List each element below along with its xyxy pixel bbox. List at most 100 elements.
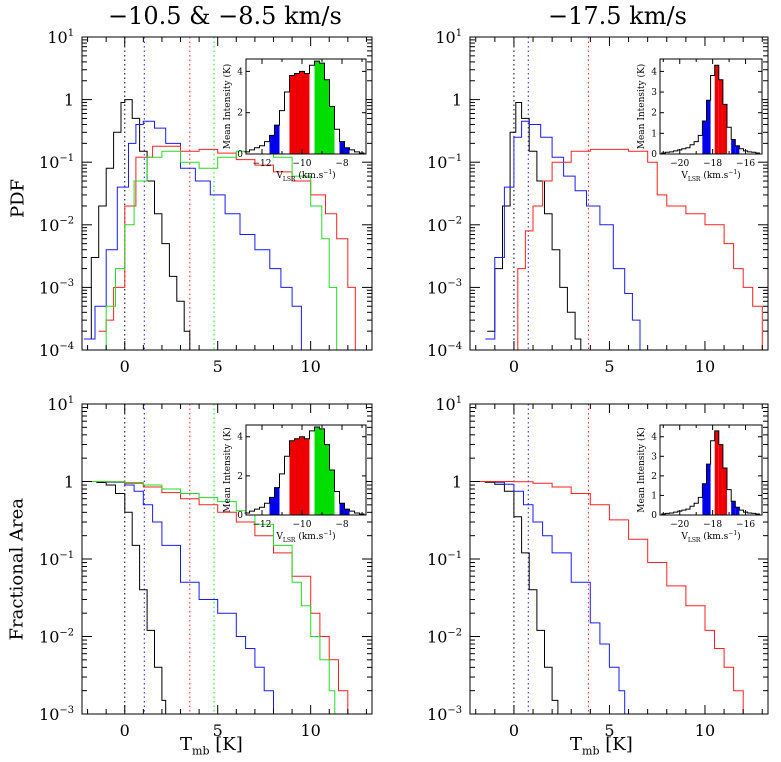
inset-bar-inset_blue bbox=[702, 483, 707, 515]
inset-y-tick-label: 2 bbox=[237, 472, 243, 482]
series-blue bbox=[83, 120, 302, 350]
inset-frac_right: −20 −18 −16 0 1 2 3 4 VLSR (km.s−1) Mean Intensit… bbox=[636, 424, 763, 544]
y-tick-label: 10−2 bbox=[39, 216, 74, 235]
y-tick-label: 10−1 bbox=[39, 550, 74, 569]
y-tick-label: 1 bbox=[64, 473, 74, 492]
x-tick-label: 0 bbox=[120, 721, 130, 740]
inset-bar-inset_blue bbox=[731, 139, 736, 154]
inset-x-tick-label: −12 bbox=[253, 520, 272, 530]
xlabel-left-main: T bbox=[180, 734, 193, 755]
series-black bbox=[471, 481, 559, 714]
inset-bar-inset_red bbox=[299, 71, 305, 154]
xlabel-right-sub: mb bbox=[582, 744, 600, 758]
x-tick-label: 5 bbox=[604, 357, 614, 376]
y-tick-label: 10−2 bbox=[427, 627, 462, 646]
series-black bbox=[83, 481, 167, 714]
inset-bar-inset_blue bbox=[274, 487, 280, 515]
inset-bar-inset_red bbox=[304, 438, 310, 515]
inset-bar-inset_red bbox=[294, 438, 300, 515]
x-tick-label: 5 bbox=[213, 357, 223, 376]
inset-bar-inset_blue bbox=[339, 503, 345, 515]
inset-bar-inset_blue bbox=[344, 509, 350, 515]
y-tick-label: 1 bbox=[64, 91, 74, 110]
inset-xlabel: VLSR (km.s−1) bbox=[680, 169, 740, 183]
inset-ylabel: Mean Intensity (K) bbox=[636, 64, 647, 149]
xlabel-left-sub: mb bbox=[192, 744, 210, 758]
inset-bar-inset_red bbox=[718, 79, 723, 154]
inset-x-tick-label: −12 bbox=[253, 159, 272, 169]
inset-bar-inset_blue bbox=[702, 120, 707, 154]
inset-y-tick-label: 3 bbox=[651, 452, 657, 462]
inset-y-tick-label: 2 bbox=[237, 109, 243, 119]
xlabel-right-main: T bbox=[570, 734, 583, 755]
inset-bar-inset_blue bbox=[731, 501, 736, 515]
inset-histogram-outline bbox=[661, 430, 760, 515]
inset-xlabel: VLSR (km.s−1) bbox=[680, 530, 740, 544]
inset-bar-inset_green bbox=[324, 79, 330, 154]
series-blue bbox=[471, 481, 626, 714]
inset-y-tick-label: 4 bbox=[651, 433, 657, 443]
inset-x-tick-label: −18 bbox=[703, 159, 722, 169]
inset-bar-inset_green bbox=[314, 426, 320, 515]
y-tick-label: 10−1 bbox=[427, 550, 462, 569]
inset-y-tick-label: 1 bbox=[651, 491, 657, 501]
inset-frame bbox=[245, 424, 367, 516]
inset-bar-inset_blue bbox=[344, 147, 350, 154]
panel-frac_left: 0 5 10 10−3 10−2 10−1 1 101 −12 −10 −8 0 2 4 VLSR (km.… bbox=[39, 395, 373, 740]
x-tick-label: 0 bbox=[509, 721, 519, 740]
inset-bar-inset_green bbox=[319, 428, 325, 515]
panel-pdf_right: 0 5 10 10−4 10−3 10−2 10−1 1 101 −20 −18 −16 0 1 2 3 4 VL… bbox=[427, 28, 769, 376]
y-tick-label: 10−4 bbox=[39, 341, 74, 360]
x-tick-label: 10 bbox=[695, 721, 715, 740]
x-tick-label: 5 bbox=[604, 721, 614, 740]
inset-y-tick-label: 1 bbox=[651, 129, 657, 139]
inset-y-tick-label: 4 bbox=[237, 67, 243, 77]
y-tick-label: 10−3 bbox=[39, 278, 74, 297]
inset-y-tick-label: 2 bbox=[651, 472, 657, 482]
inset-histogram-outline bbox=[244, 60, 365, 154]
inset-bar-inset_green bbox=[329, 470, 335, 515]
y-tick-label: 1 bbox=[452, 91, 462, 110]
inset-ylabel: Mean Intensity (K) bbox=[222, 64, 233, 149]
y-tick-label: 10−3 bbox=[427, 705, 462, 724]
inset-frame bbox=[659, 58, 763, 155]
inset-bar-inset_blue bbox=[735, 507, 740, 515]
y-tick-label: 10−4 bbox=[427, 341, 462, 360]
xlabel-left-unit: [K] bbox=[209, 734, 243, 755]
inset-histogram-outline bbox=[661, 64, 760, 154]
x-tick-label: 10 bbox=[300, 357, 320, 376]
series-blue bbox=[485, 120, 641, 350]
inset-bar-inset_green bbox=[329, 106, 335, 154]
x-tick-label: 10 bbox=[300, 721, 320, 740]
inset-bar-inset_red bbox=[714, 65, 719, 154]
inset-bar-inset_red bbox=[722, 468, 728, 515]
xlabel-left: Tmb [K] bbox=[180, 734, 243, 758]
inset-bar-inset_green bbox=[319, 63, 325, 155]
inset-frac_left: −12 −10 −8 0 2 4 VLSR (km.s−1) Mean Intensity (… bbox=[222, 424, 367, 544]
inset-bar-inset_blue bbox=[269, 497, 275, 515]
inset-histogram-outline bbox=[244, 426, 365, 515]
inset-x-tick-label: −18 bbox=[703, 520, 722, 530]
y-tick-label: 101 bbox=[435, 395, 462, 414]
inset-bar-inset_blue bbox=[339, 141, 345, 154]
inset-bar-inset_blue bbox=[706, 100, 711, 154]
inset-bar-inset_red bbox=[299, 436, 305, 515]
inset-y-tick-label: 0 bbox=[651, 511, 657, 521]
inset-x-tick-label: −10 bbox=[293, 159, 312, 169]
plot-frame bbox=[81, 36, 373, 351]
inset-background bbox=[660, 59, 762, 154]
x-tick-label: 10 bbox=[695, 357, 715, 376]
series-blue bbox=[83, 481, 274, 714]
inset-xlabel: VLSR (km.s−1) bbox=[275, 169, 335, 183]
plot-frame bbox=[469, 36, 769, 351]
y-tick-label: 10−3 bbox=[39, 705, 74, 724]
series-red bbox=[512, 148, 763, 350]
inset-y-tick-label: 4 bbox=[237, 433, 243, 443]
inset-bar-inset_green bbox=[314, 61, 320, 154]
inset-y-tick-label: 4 bbox=[651, 67, 657, 77]
inset-bar-inset_blue bbox=[274, 125, 280, 154]
inset-ylabel: Mean Intensity (K) bbox=[636, 427, 647, 512]
y-tick-label: 10−3 bbox=[427, 278, 462, 297]
x-tick-label: 0 bbox=[120, 357, 130, 376]
